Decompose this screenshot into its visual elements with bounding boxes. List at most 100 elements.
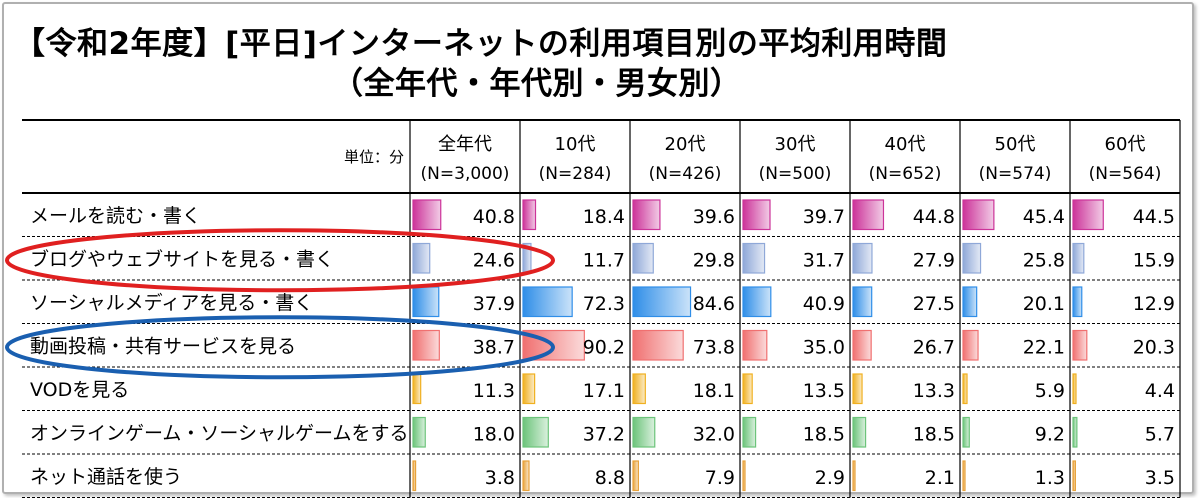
highlight-ellipse [5,228,555,293]
bar [742,416,757,448]
bar [1072,373,1077,405]
data-label: 24.6 [473,250,515,272]
row-label: ネット通話を使う [30,466,182,488]
bar [412,329,440,361]
data-label: 13.5 [803,380,845,402]
bar [412,242,431,274]
data-label: 72.3 [583,293,625,315]
data-label: 3.5 [1145,467,1175,489]
bar [632,373,646,405]
data-label: 3.8 [485,467,515,489]
data-label: 35.0 [803,337,845,359]
chart-title: 【令和2年度】[平日]インターネットの利用項目別の平均利用時間 [14,26,948,62]
bar [742,460,746,492]
data-label: 25.8 [1023,250,1065,272]
column-header: 全年代 [438,134,492,155]
bar [522,373,536,405]
data-label: 31.7 [803,250,845,272]
data-label: 40.8 [473,206,515,228]
data-label: 27.9 [913,250,955,272]
data-label: 20.1 [1023,293,1065,315]
bar [412,286,440,318]
data-label: 8.8 [595,467,625,489]
bar [962,416,970,448]
bar [852,460,856,492]
data-label: 39.7 [803,206,845,228]
row-label: ソーシャルメディアを見る・書く [30,292,313,314]
data-label: 18.0 [473,424,515,446]
bar [742,199,771,231]
column-sample-size: (N=284) [539,164,612,184]
data-label: 15.9 [1133,250,1175,272]
bar [632,286,692,318]
column-sample-size: (N=3,000) [421,164,510,184]
bar [742,373,753,405]
row-label: メールを読む・書く [30,205,201,227]
bar [852,416,867,448]
data-label: 2.1 [925,467,955,489]
bar [522,416,549,448]
data-label: 29.8 [693,250,735,272]
bar [742,242,766,274]
data-label: 4.4 [1145,380,1175,402]
data-label: 1.3 [1035,467,1065,489]
bar [852,329,872,361]
data-label: 18.1 [693,380,735,402]
bar [412,416,426,448]
data-label: 37.9 [473,293,515,315]
bar [1072,460,1076,492]
bar [522,286,573,318]
bar [1072,199,1104,231]
data-label: 38.7 [473,337,515,359]
data-label: 11.7 [583,250,625,272]
data-label: 9.2 [1035,424,1065,446]
data-label: 11.3 [473,380,515,402]
column-header: 50代 [995,134,1036,155]
data-label: 44.8 [913,206,955,228]
bar [632,199,661,231]
bar [412,373,422,405]
bar [522,460,530,492]
data-label: 17.1 [583,380,625,402]
bar [852,373,863,405]
bar [1072,242,1085,274]
bar [1072,329,1088,361]
data-label: 84.6 [693,293,735,315]
unit-label: 単位：分 [344,148,404,166]
bar [962,373,968,405]
bar [1072,286,1083,318]
row-label: VODを見る [30,379,129,401]
column-sample-size: (N=500) [759,164,832,184]
bar [852,199,885,231]
data-label: 26.7 [913,337,955,359]
data-label: 73.8 [693,337,735,359]
highlight-ellipse [5,315,555,380]
column-sample-size: (N=564) [1089,164,1162,184]
row-label: 動画投稿・共有サービスを見る [30,336,296,358]
data-label: 40.9 [803,293,845,315]
data-label: 2.9 [815,467,845,489]
bar [742,329,768,361]
bar [632,329,684,361]
bar [962,329,979,361]
column-header: 40代 [885,134,926,155]
column-sample-size: (N=426) [649,164,722,184]
data-label: 18.5 [803,424,845,446]
data-label: 37.2 [583,424,625,446]
bar [632,242,654,274]
bar [962,286,978,318]
data-label: 45.4 [1023,206,1065,228]
bar [632,460,639,492]
bar [1072,416,1078,448]
data-label: 20.3 [1133,337,1175,359]
column-header: 10代 [555,134,596,155]
bar [632,416,656,448]
column-sample-size: (N=652) [869,164,942,184]
data-label: 12.9 [1133,293,1175,315]
data-label: 5.7 [1145,424,1175,446]
data-label: 18.5 [913,424,955,446]
data-label: 18.4 [583,206,625,228]
column-header: 20代 [665,134,706,155]
row-label: オンラインゲーム・ソーシャルゲームをする [30,423,408,445]
